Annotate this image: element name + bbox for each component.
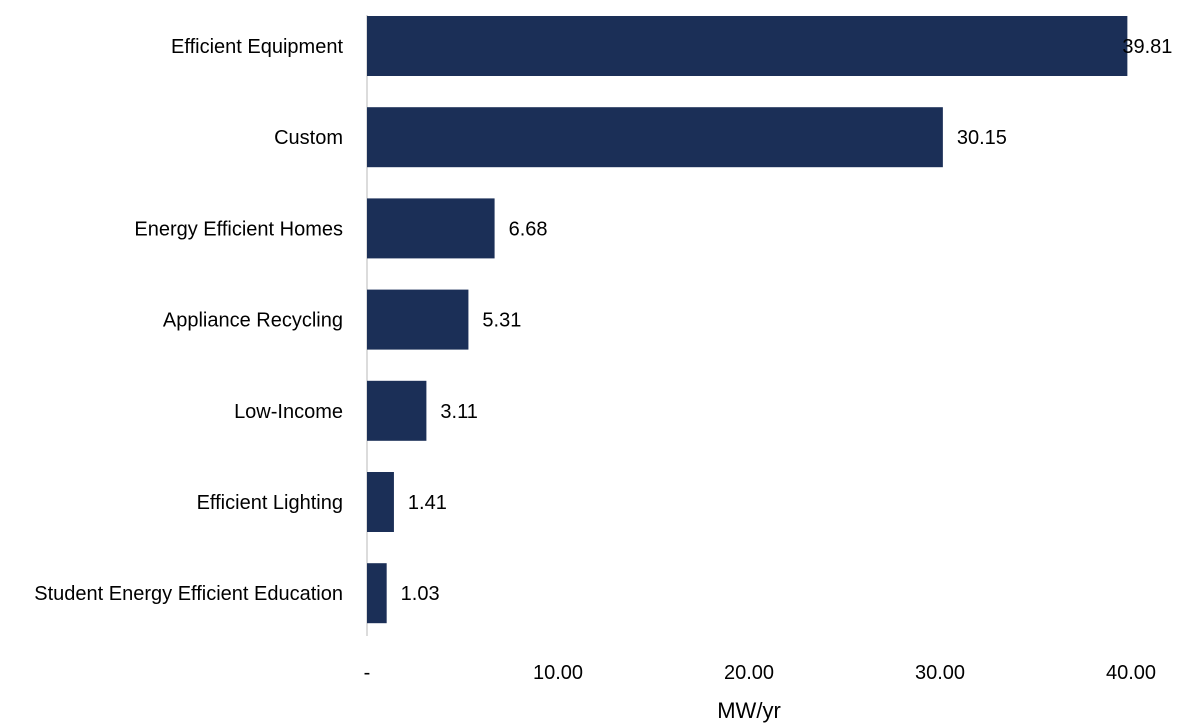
category-label: Efficient Lighting (197, 492, 343, 514)
x-tick-label: 10.00 (533, 662, 583, 684)
x-tick-label: 20.00 (724, 662, 774, 684)
x-tick-label: - (364, 662, 371, 684)
x-axis-ticks: - 10.00 20.00 30.00 40.00 (364, 662, 1156, 684)
value-labels: 39.81 30.15 6.68 5.31 3.11 1.41 1.03 (401, 36, 1173, 605)
category-label: Low-Income (234, 401, 343, 423)
category-label: Student Energy Efficient Education (34, 583, 343, 605)
bar-5 (367, 472, 394, 532)
category-labels: Efficient Equipment Custom Energy Efficien… (34, 36, 343, 605)
bar-6 (367, 563, 387, 624)
value-label: 6.68 (509, 218, 548, 240)
x-axis-title: MW/yr (717, 698, 781, 723)
value-label: 3.11 (440, 401, 477, 423)
x-tick-label: 30.00 (915, 662, 965, 684)
value-label: 5.31 (482, 310, 521, 332)
value-label: 30.15 (957, 127, 1007, 149)
x-tick-label: 40.00 (1106, 662, 1156, 684)
bar-4 (367, 380, 427, 441)
category-label: Efficient Equipment (171, 36, 343, 58)
bar-1 (367, 107, 943, 168)
category-label: Appliance Recycling (163, 310, 343, 332)
category-label: Custom (274, 127, 343, 149)
bar-2 (367, 198, 495, 259)
bar-3 (367, 289, 469, 350)
bar-0 (367, 16, 1128, 76)
value-label: 1.41 (408, 492, 447, 514)
value-label: 1.03 (401, 583, 440, 605)
bars-group (367, 16, 1128, 624)
category-label: Energy Efficient Homes (134, 218, 343, 240)
value-label: 39.81 (1122, 36, 1172, 58)
